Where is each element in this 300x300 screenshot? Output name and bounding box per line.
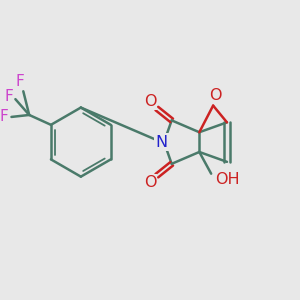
Text: F: F [0, 110, 8, 124]
Text: O: O [144, 175, 156, 190]
Text: OH: OH [214, 172, 239, 187]
Text: N: N [156, 135, 168, 150]
Text: F: F [4, 89, 13, 104]
Text: O: O [144, 94, 156, 109]
Text: O: O [209, 88, 221, 103]
Text: F: F [16, 74, 25, 89]
